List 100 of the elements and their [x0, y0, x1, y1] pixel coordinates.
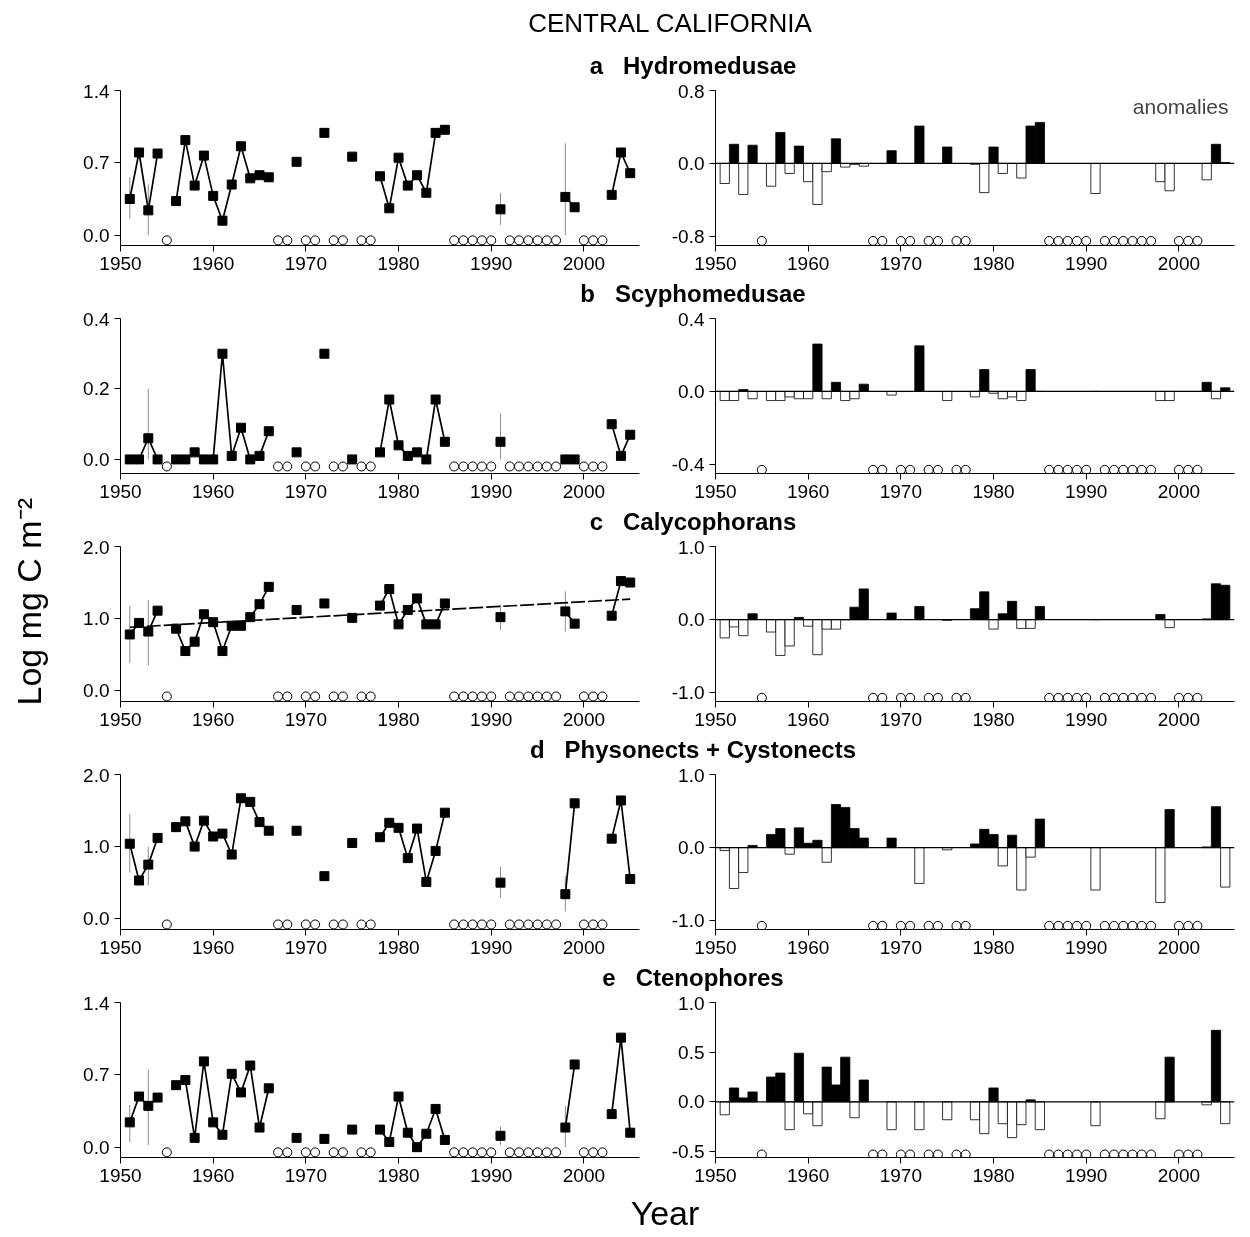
x-tick-label: 1950 — [99, 252, 142, 274]
x-tick-label: 1950 — [694, 252, 737, 274]
x-tick-label: 1970 — [879, 708, 922, 730]
y-tick-label: -0.5 — [671, 1141, 705, 1163]
y-tick-label: 0.4 — [678, 308, 705, 330]
x-tick-label: 1960 — [192, 708, 235, 730]
y-tick-label: 0.8 — [678, 80, 705, 102]
y-tick-label: 0.0 — [678, 1091, 705, 1113]
y-tick-label: -1.0 — [671, 682, 705, 704]
x-tick-label: 2000 — [562, 936, 606, 958]
x-tick-label: 1960 — [787, 480, 830, 502]
text: c Calycophorans — [589, 508, 797, 535]
x-tick-label: 1980 — [972, 936, 1015, 958]
x-tick-label: 1950 — [99, 936, 142, 958]
x-tick-label: 1960 — [787, 1164, 830, 1186]
x-tick-label: 1990 — [470, 708, 513, 730]
y-tick-label: 0.5 — [678, 1041, 705, 1063]
x-tick-label: 2000 — [1157, 252, 1201, 274]
x-tick-label: 1970 — [284, 1164, 327, 1186]
x-axis-title: Year — [630, 1193, 700, 1234]
x-tick-label: 1980 — [972, 708, 1015, 730]
x-tick-label: 1960 — [192, 1164, 235, 1186]
y-tick-label: 2.0 — [83, 764, 110, 786]
y-tick-label: 2.0 — [83, 536, 110, 558]
x-tick-label: 1950 — [694, 936, 737, 958]
y-tick-label: 0.0 — [678, 837, 705, 859]
y-tick-label: 1.4 — [83, 80, 110, 102]
y-tick-label: -0.4 — [671, 453, 705, 475]
x-tick-label: 1980 — [972, 1164, 1015, 1186]
x-tick-label: 1990 — [1065, 708, 1108, 730]
x-tick-label: 1980 — [377, 480, 420, 502]
x-tick-label: 1990 — [1065, 480, 1108, 502]
x-tick-label: 1960 — [787, 708, 830, 730]
x-tick-label: 1990 — [470, 1164, 513, 1186]
y-tick-label: 0.2 — [83, 378, 110, 400]
x-tick-label: 1980 — [377, 1164, 420, 1186]
x-tick-label: 1970 — [284, 936, 327, 958]
y-tick-label: -0.8 — [671, 225, 705, 247]
y-tick-label: 1.0 — [83, 608, 110, 630]
y-tick-label: 1.0 — [678, 536, 705, 558]
x-tick-label: 1990 — [1065, 936, 1108, 958]
y-axis-title: Log mg C m⁻² — [8, 497, 49, 706]
x-tick-label: 2000 — [1157, 1164, 1201, 1186]
x-tick-label: 1950 — [694, 708, 737, 730]
x-tick-label: 1980 — [972, 252, 1015, 274]
y-tick-label: 0.0 — [678, 380, 705, 402]
y-tick-label: 0.0 — [83, 448, 110, 470]
x-tick-label: 1980 — [972, 480, 1015, 502]
x-tick-label: 1950 — [99, 708, 142, 730]
text: d Physonects + Cystonects — [529, 736, 857, 763]
y-tick-label: 0.0 — [83, 680, 110, 702]
y-tick-label: 1.4 — [83, 992, 110, 1014]
x-tick-label: 1980 — [377, 936, 420, 958]
x-tick-label: 1970 — [284, 252, 327, 274]
x-tick-label: 1950 — [694, 1164, 737, 1186]
x-tick-label: 1950 — [99, 1164, 142, 1186]
annotation: anomalies — [1132, 94, 1229, 118]
y-tick-label: 1.0 — [678, 764, 705, 786]
x-tick-label: 1960 — [192, 480, 235, 502]
y-tick-label: 0.0 — [83, 1136, 110, 1158]
y-tick-label: 0.0 — [678, 152, 705, 174]
x-tick-label: 1980 — [377, 252, 420, 274]
x-tick-label: 2000 — [1157, 936, 1201, 958]
x-tick-label: 1960 — [192, 936, 235, 958]
x-tick-label: 2000 — [562, 1164, 606, 1186]
x-tick-label: 1970 — [879, 252, 922, 274]
y-tick-label: 0.0 — [83, 908, 110, 930]
x-tick-label: 2000 — [562, 480, 606, 502]
chart-title: CENTRAL CALIFORNIA — [528, 7, 812, 40]
x-tick-label: 1960 — [192, 252, 235, 274]
x-tick-label: 1970 — [284, 480, 327, 502]
x-tick-label: 1990 — [1065, 1164, 1108, 1186]
x-tick-label: 1960 — [787, 252, 830, 274]
x-tick-label: 1990 — [1065, 252, 1108, 274]
y-tick-label: 0.0 — [678, 609, 705, 631]
x-tick-label: 2000 — [562, 708, 606, 730]
x-tick-label: 1990 — [470, 480, 513, 502]
text: e Ctenophores — [602, 964, 784, 991]
x-tick-label: 2000 — [1157, 480, 1201, 502]
x-tick-label: 2000 — [1157, 708, 1201, 730]
y-tick-label: 0.4 — [83, 308, 110, 330]
x-tick-label: 1990 — [470, 936, 513, 958]
y-tick-label: 0.7 — [83, 1064, 110, 1086]
x-tick-label: 2000 — [562, 252, 606, 274]
x-tick-label: 1970 — [284, 708, 327, 730]
x-tick-label: 1990 — [470, 252, 513, 274]
x-tick-label: 1950 — [694, 480, 737, 502]
y-tick-label: 0.7 — [83, 152, 110, 174]
y-tick-label: 1.0 — [678, 992, 705, 1014]
y-tick-label: -1.0 — [671, 910, 705, 932]
x-tick-label: 1980 — [377, 708, 420, 730]
x-tick-label: 1970 — [879, 480, 922, 502]
y-tick-label: 1.0 — [83, 836, 110, 858]
x-tick-label: 1970 — [879, 1164, 922, 1186]
y-tick-label: 0.0 — [83, 224, 110, 246]
x-tick-label: 1960 — [787, 936, 830, 958]
text: a Hydromedusae — [589, 52, 797, 79]
x-tick-label: 1970 — [879, 936, 922, 958]
text: b Scyphomedusae — [580, 280, 806, 307]
x-tick-label: 1950 — [99, 480, 142, 502]
